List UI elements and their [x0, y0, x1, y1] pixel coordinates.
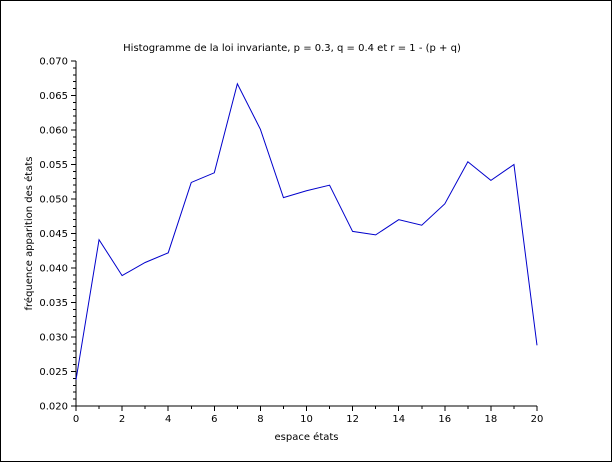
plot-axes	[75, 61, 537, 407]
data-point	[191, 182, 192, 183]
x-tick-label: 16	[438, 414, 451, 425]
data-point	[98, 239, 99, 240]
y-tick-label: 0.050	[39, 195, 68, 206]
series-layer	[75, 82, 538, 380]
axis-ticks: 0 2 4 6 8 10 12 14 16 18 20 0.020 0.025 0.030 0.035 0.0…	[39, 57, 543, 426]
data-point	[122, 275, 123, 276]
y-tick-label: 0.040	[39, 264, 68, 275]
y-tick-label: 0.020	[39, 402, 68, 413]
data-point	[375, 234, 376, 235]
y-tick-label: 0.025	[39, 367, 68, 378]
data-point	[145, 262, 146, 263]
x-tick-label: 12	[346, 414, 359, 425]
x-tick-label: 8	[257, 414, 263, 425]
x-axis-title: espace états	[275, 431, 339, 443]
y-tick-label: 0.070	[39, 57, 68, 68]
x-tick-label: 20	[531, 414, 544, 425]
data-point	[260, 129, 261, 130]
data-point	[352, 231, 353, 232]
x-tick-label: 0	[73, 414, 79, 425]
y-tick-label: 0.030	[39, 333, 68, 344]
y-tick-label: 0.055	[39, 160, 68, 171]
x-tick-label: 10	[300, 414, 313, 425]
series-line	[75, 82, 538, 380]
data-point	[329, 185, 330, 186]
chart-title: Histogramme de la loi invariante, p = 0.…	[123, 43, 461, 54]
x-tick-label: 4	[165, 414, 171, 425]
data-point	[444, 203, 445, 204]
data-point	[513, 164, 514, 165]
data-point	[75, 379, 76, 380]
x-tick-label: 2	[119, 414, 125, 425]
data-point	[306, 190, 307, 191]
data-point	[490, 180, 491, 181]
y-tick-label: 0.035	[39, 298, 68, 309]
y-tick-label: 0.065	[39, 91, 68, 102]
y-tick-label: 0.045	[39, 229, 68, 240]
x-tick-label: 18	[485, 414, 498, 425]
data-point	[467, 161, 468, 162]
data-point	[283, 197, 284, 198]
data-point	[536, 345, 537, 346]
x-tick-label: 14	[392, 414, 405, 425]
data-point	[237, 83, 238, 84]
y-tick-label: 0.060	[39, 126, 68, 137]
data-point	[214, 172, 215, 173]
data-point	[168, 252, 169, 253]
data-point	[421, 225, 422, 226]
y-axis-title: fréquence apparition des états	[23, 157, 35, 311]
data-point	[398, 219, 399, 220]
x-tick-label: 6	[211, 414, 217, 425]
